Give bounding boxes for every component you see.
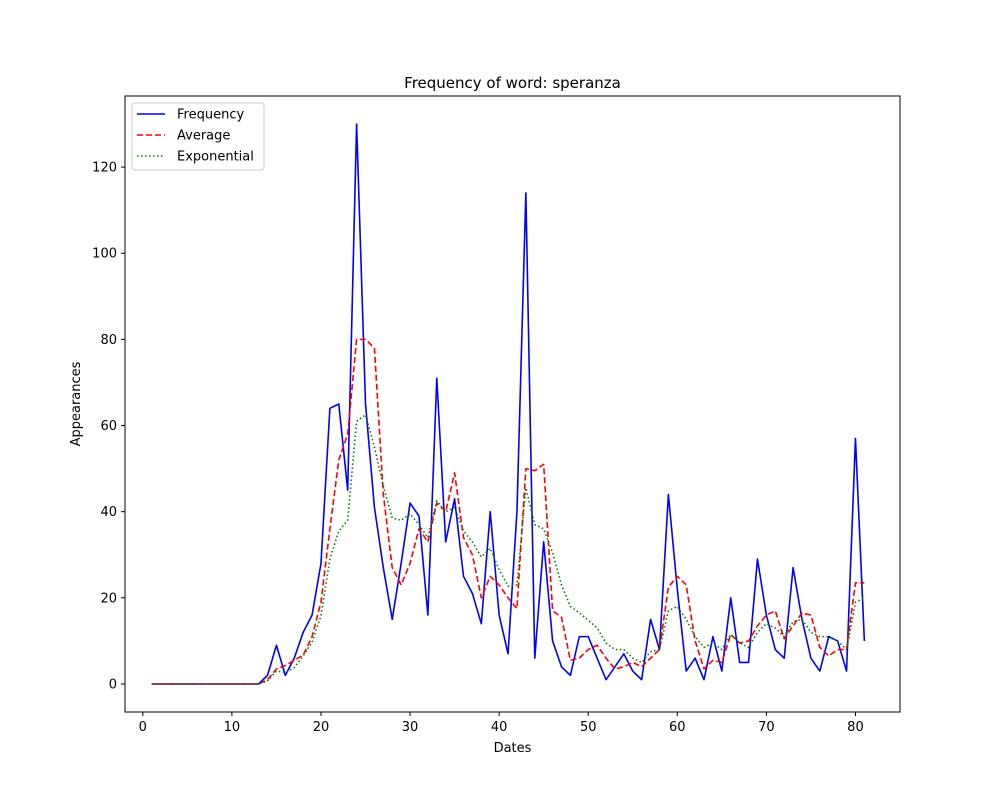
x-axis-title: Dates bbox=[494, 741, 532, 756]
x-tick-label: 30 bbox=[402, 720, 419, 735]
x-axis: 0 10 20 30 40 50 60 70 80 bbox=[139, 712, 864, 735]
axes-frame bbox=[124, 95, 901, 713]
series-line-frequency bbox=[151, 123, 866, 685]
y-tick-label: 100 bbox=[92, 247, 117, 262]
legend-label-exponential: Exponential bbox=[177, 150, 254, 165]
series-line-exponential bbox=[151, 413, 865, 685]
x-tick-label: 20 bbox=[313, 720, 330, 735]
chart-title: Frequency of word: speranza bbox=[404, 74, 621, 92]
legend-label-frequency: Frequency bbox=[177, 108, 244, 123]
y-tick-label: 20 bbox=[100, 591, 117, 606]
x-tick-label: 50 bbox=[580, 720, 597, 735]
x-tick-label: 0 bbox=[139, 720, 147, 735]
x-tick-label: 60 bbox=[669, 720, 686, 735]
series-line-average bbox=[151, 338, 865, 685]
y-axis-title: Appearances bbox=[69, 361, 84, 446]
x-tick-label: 10 bbox=[224, 720, 241, 735]
x-tick-label: 40 bbox=[491, 720, 508, 735]
y-tick-label: 60 bbox=[100, 419, 117, 434]
y-tick-label: 120 bbox=[92, 161, 117, 176]
x-tick-label: 70 bbox=[758, 720, 775, 735]
y-tick-label: 80 bbox=[100, 333, 117, 348]
legend-box bbox=[131, 102, 265, 171]
x-tick-label: 80 bbox=[847, 720, 864, 735]
y-tick-label: 40 bbox=[100, 505, 117, 520]
legend: Frequency Average Exponential bbox=[131, 102, 265, 171]
legend-label-average: Average bbox=[177, 129, 230, 144]
y-tick-label: 0 bbox=[109, 678, 117, 693]
y-axis: 0 20 40 60 80 100 120 bbox=[92, 161, 125, 693]
series-layer bbox=[151, 123, 866, 685]
